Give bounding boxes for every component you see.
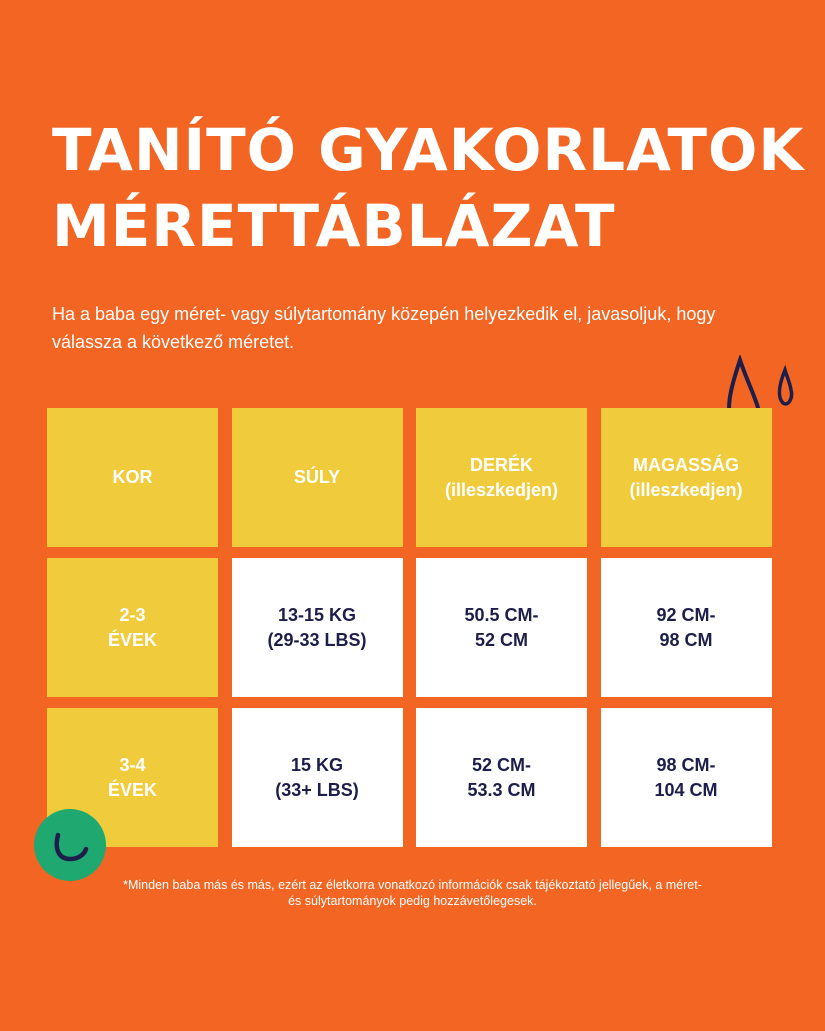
header-cell-age: KOR (47, 408, 218, 547)
header-cell-height: MAGASSÁG (illeszkedjen) (600, 408, 772, 547)
size-table: KOR SÚLY DERÉK (illeszkedjen) MAGASSÁG (… (47, 408, 772, 847)
row-1-waist: 50.5 CM- 52 CM (416, 558, 587, 697)
header-cell-waist: DERÉK (illeszkedjen) (416, 408, 587, 547)
title-line-1: TANÍTÓ GYAKORLATOK (52, 116, 805, 184)
row-2-waist: 52 CM- 53.3 CM (416, 708, 587, 847)
page-title: TANÍTÓ GYAKORLATOK MÉRETTÁBLÁZAT (52, 112, 804, 264)
smile-circle-icon (34, 809, 106, 881)
row-1-weight: 13-15 KG (29-33 LBS) (231, 558, 403, 697)
row-2-height: 98 CM- 104 CM (600, 708, 772, 847)
row-1-age: 2-3 ÉVEK (47, 558, 218, 697)
header-cell-weight: SÚLY (231, 408, 403, 547)
row-2-age: 3-4 ÉVEK (47, 708, 218, 847)
row-1-height: 92 CM- 98 CM (600, 558, 772, 697)
row-2-weight: 15 KG (33+ LBS) (231, 708, 403, 847)
subtitle: Ha a baba egy méret- vagy súlytartomány … (52, 304, 716, 352)
title-line-2: MÉRETTÁBLÁZAT (52, 192, 616, 260)
footnote: *Minden baba más és más, ezért az életko… (123, 878, 702, 908)
